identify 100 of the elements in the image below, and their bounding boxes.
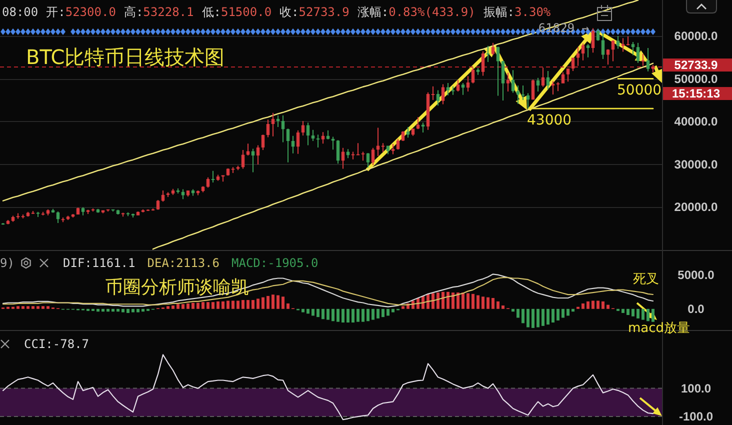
bar <box>326 308 330 320</box>
text: 15:15:13 <box>672 86 720 101</box>
bar <box>286 303 290 309</box>
bar <box>482 296 484 309</box>
bar <box>132 308 134 312</box>
annotation: MACD:-1905.0 <box>232 256 318 270</box>
bar <box>216 301 220 309</box>
bar <box>492 298 494 309</box>
bar <box>466 293 470 309</box>
y-tick-label: 0.0 <box>688 302 705 316</box>
bar <box>646 308 650 322</box>
bar <box>536 308 540 328</box>
bar <box>122 308 124 312</box>
bar <box>442 292 444 309</box>
bar <box>652 308 654 322</box>
bar <box>186 303 190 309</box>
bar <box>142 308 144 312</box>
candlestick <box>431 86 435 100</box>
bar <box>312 308 314 316</box>
bar <box>236 300 240 309</box>
bar <box>516 308 520 318</box>
bar <box>192 302 194 309</box>
bar <box>102 308 104 312</box>
bar <box>392 308 394 312</box>
candlestick <box>381 143 385 152</box>
bar <box>596 300 600 309</box>
bar <box>432 293 434 309</box>
candlestick <box>486 46 490 62</box>
bar <box>472 294 474 309</box>
bar <box>376 308 380 318</box>
bar <box>346 308 350 323</box>
bar <box>486 297 490 309</box>
bar <box>266 296 270 309</box>
bar <box>622 308 624 313</box>
annotation: 收:52733.9 <box>280 5 350 19</box>
bar <box>632 308 634 316</box>
bar <box>462 292 464 309</box>
candlestick <box>626 36 630 46</box>
bar <box>126 308 130 313</box>
candlestick <box>641 54 645 66</box>
bar <box>522 308 524 324</box>
bar <box>252 300 254 309</box>
candlestick <box>221 175 225 182</box>
candlestick <box>316 134 320 148</box>
bar <box>212 302 214 309</box>
candlestick <box>351 152 355 160</box>
bar <box>106 308 110 312</box>
bar <box>112 308 114 312</box>
bar <box>502 305 504 309</box>
annotation: DEA:2113.6 <box>147 256 220 270</box>
bar <box>182 304 184 309</box>
annotation: 08:00 <box>2 5 38 19</box>
y-tick-label: 40000.0 <box>674 114 718 129</box>
bar <box>316 308 320 318</box>
candlestick <box>391 144 395 154</box>
bar <box>542 308 544 326</box>
annotation: macd放量 <box>628 321 690 336</box>
bar <box>276 295 280 309</box>
bar <box>402 306 404 309</box>
bar <box>552 308 554 323</box>
bar <box>302 308 304 312</box>
bar <box>342 308 344 323</box>
y-tick-label: 60000.0 <box>674 29 718 44</box>
annotation: 开:52300.0 <box>46 5 116 19</box>
bar <box>16 306 20 309</box>
y-tick-label: -100.0 <box>678 410 714 424</box>
bar <box>226 300 230 309</box>
candlestick <box>521 86 525 100</box>
bar <box>166 306 170 309</box>
bar <box>172 305 174 309</box>
bar <box>386 308 390 316</box>
annotation: 振幅:3.30% <box>483 5 552 19</box>
annotation: CCI:-78.7 <box>24 337 90 351</box>
bar <box>272 294 274 309</box>
annotation: DIF:1161.1 <box>63 256 136 270</box>
bar <box>306 308 310 314</box>
annotation: 死叉 <box>633 272 659 287</box>
bar <box>336 308 340 322</box>
bar <box>592 300 594 309</box>
bar <box>96 308 100 312</box>
bar <box>356 308 360 322</box>
bar <box>352 308 354 323</box>
bar <box>196 302 200 309</box>
bar <box>262 297 264 309</box>
bar <box>322 308 324 320</box>
candlestick <box>621 38 625 52</box>
bar <box>232 300 234 309</box>
annotation: 低:51500.0 <box>202 5 272 19</box>
candlestick <box>356 143 360 156</box>
bar <box>282 296 284 309</box>
bar <box>476 295 480 309</box>
bar <box>562 308 564 318</box>
bar <box>116 308 120 312</box>
y-tick-label: 100.0 <box>680 382 712 396</box>
bar <box>456 292 460 309</box>
bar <box>46 306 50 309</box>
bar <box>642 308 644 320</box>
bar <box>556 308 560 320</box>
annotation: 高:53228.1 <box>124 5 194 19</box>
bar <box>606 304 610 309</box>
